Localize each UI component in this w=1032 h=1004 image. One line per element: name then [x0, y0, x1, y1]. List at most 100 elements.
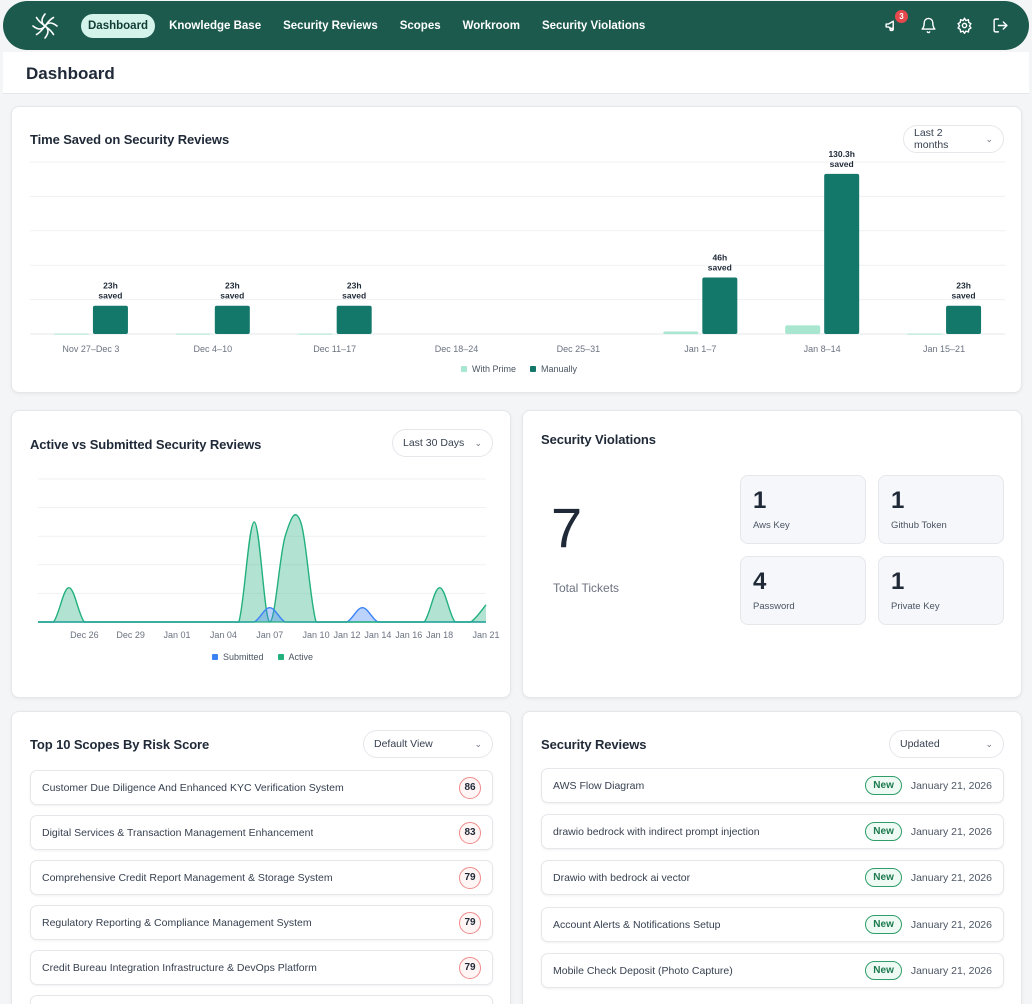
nav-security-reviews[interactable]: Security Reviews [283, 19, 378, 32]
x-tick-label: Jan 16 [395, 630, 422, 640]
legend-active-label: Active [288, 652, 314, 662]
x-tick-label: Jan 07 [256, 630, 283, 640]
logout-icon[interactable] [991, 17, 1009, 35]
x-tick-label: Jan 14 [364, 630, 391, 640]
x-tick-label: Jan 21 [472, 630, 499, 640]
violation-label: Password [753, 601, 795, 612]
violation-tile-aws-key[interactable]: 1 Aws Key [740, 475, 866, 544]
bar-manually[interactable] [336, 305, 372, 334]
top-scopes-title: Top 10 Scopes By Risk Score [30, 737, 210, 752]
page-header: Dashboard [3, 52, 1029, 94]
bar-with-prime[interactable] [297, 333, 333, 335]
review-name: drawio bedrock with indirect prompt inje… [553, 825, 760, 838]
bar-data-label: 23h [103, 281, 118, 291]
review-row[interactable]: Drawio with bedrock ai vector New Januar… [541, 860, 1004, 895]
bar-manually[interactable] [946, 305, 982, 334]
scope-name: Regulatory Reporting & Compliance Manage… [42, 916, 312, 929]
x-tick-label: Dec 18–24 [435, 344, 479, 354]
status-badge: New [865, 776, 902, 795]
megaphone-icon[interactable]: 3 [883, 9, 908, 35]
reviews-sort-value: Updated [900, 738, 940, 750]
scope-row[interactable]: Regulatory Reporting & Compliance Manage… [30, 905, 493, 940]
scopes-view-select[interactable]: Default View ⌄ [363, 730, 493, 758]
x-tick-label: Jan 12 [333, 630, 360, 640]
bell-icon[interactable] [919, 17, 937, 35]
chevron-down-icon: ⌄ [985, 738, 993, 749]
notification-count-badge: 3 [895, 9, 908, 23]
nav-dashboard[interactable]: Dashboard [81, 13, 156, 38]
bar-manually[interactable] [92, 305, 128, 334]
scope-row[interactable]: Comprehensive Credit Report Management &… [30, 860, 493, 895]
violation-count: 1 [891, 568, 905, 595]
scope-name: Digital Services & Transaction Managemen… [42, 826, 314, 839]
security-violations-card: Security Violations 7 Total Tickets 1 Aw… [522, 410, 1022, 698]
review-date: January 21, 2026 [910, 779, 992, 792]
violation-count: 1 [753, 487, 767, 514]
bar-data-label: saved [830, 159, 854, 169]
days-range-value: Last 30 Days [403, 437, 465, 449]
scope-name: Customer Due Diligence And Enhanced KYC … [42, 781, 344, 794]
x-tick-label: Jan 1–7 [684, 344, 716, 354]
time-range-select[interactable]: Last 2 months ⌄ [903, 125, 1004, 153]
legend-active: Active [277, 652, 314, 662]
bar-manually[interactable] [702, 277, 738, 334]
total-tickets-count: 7 [551, 496, 583, 559]
app-logo-icon[interactable] [29, 10, 61, 42]
bar-manually[interactable] [824, 173, 860, 334]
legend-submitted: Submitted [212, 652, 264, 662]
scope-row[interactable] [30, 995, 493, 1004]
bar-with-prime[interactable] [663, 331, 699, 334]
series-area-active [38, 514, 486, 622]
active-vs-submitted-legend: Submitted Active [212, 652, 313, 662]
violation-label: Private Key [891, 601, 940, 612]
scope-row[interactable]: Customer Due Diligence And Enhanced KYC … [30, 770, 493, 805]
violation-tile-private-key[interactable]: 1 Private Key [878, 556, 1004, 625]
time-range-value: Last 2 months [914, 127, 949, 151]
nav-workroom[interactable]: Workroom [462, 19, 520, 32]
violation-count: 4 [753, 568, 767, 595]
gear-icon[interactable] [955, 17, 973, 35]
legend-manually: Manually [530, 364, 577, 374]
page-title: Dashboard [26, 64, 115, 83]
risk-score-badge: 79 [459, 956, 481, 979]
x-tick-label: Jan 01 [164, 630, 191, 640]
x-tick-label: Dec 11–17 [313, 344, 356, 354]
security-violations-title: Security Violations [541, 432, 656, 447]
bar-data-label: saved [220, 291, 244, 301]
risk-score-badge: 86 [459, 776, 481, 799]
x-tick-label: Dec 26 [70, 630, 99, 640]
violation-label: Github Token [891, 520, 947, 531]
review-row[interactable]: Account Alerts & Notifications Setup New… [541, 907, 1004, 942]
violation-tile-github-token[interactable]: 1 Github Token [878, 475, 1004, 544]
bar-with-prime[interactable] [907, 333, 943, 335]
bar-with-prime[interactable] [175, 333, 211, 335]
scope-row[interactable]: Digital Services & Transaction Managemen… [30, 815, 493, 850]
nav-security-violations[interactable]: Security Violations [541, 19, 646, 32]
chevron-down-icon: ⌄ [474, 437, 482, 448]
nav-knowledge-base[interactable]: Knowledge Base [169, 19, 262, 32]
bar-data-label: 46h [712, 252, 727, 262]
bar-data-label: saved [952, 291, 976, 301]
bar-data-label: saved [708, 262, 732, 272]
bar-with-prime[interactable] [53, 333, 89, 335]
scope-row[interactable]: Credit Bureau Integration Infrastructure… [30, 950, 493, 985]
reviews-sort-select[interactable]: Updated ⌄ [889, 730, 1004, 758]
scopes-view-value: Default View [374, 738, 433, 750]
nav-scopes[interactable]: Scopes [399, 19, 441, 32]
x-tick-label: Jan 18 [426, 630, 453, 640]
top-navigation: Dashboard Knowledge Base Security Review… [3, 1, 1029, 50]
active-vs-submitted-title: Active vs Submitted Security Reviews [30, 437, 262, 452]
review-name: Drawio with bedrock ai vector [553, 871, 691, 884]
violation-tile-password[interactable]: 4 Password [740, 556, 866, 625]
review-row[interactable]: AWS Flow Diagram New January 21, 2026 [541, 768, 1004, 803]
bar-data-label: 130.3h [828, 149, 854, 159]
days-range-select[interactable]: Last 30 Days ⌄ [392, 429, 493, 457]
bar-manually[interactable] [214, 305, 250, 334]
violation-label: Aws Key [753, 520, 790, 531]
violation-count: 1 [891, 487, 905, 514]
time-saved-card: Time Saved on Security Reviews Last 2 mo… [11, 106, 1022, 393]
review-row[interactable]: drawio bedrock with indirect prompt inje… [541, 814, 1004, 849]
review-row[interactable]: Mobile Check Deposit (Photo Capture) New… [541, 953, 1004, 988]
bar-with-prime[interactable] [785, 325, 821, 334]
